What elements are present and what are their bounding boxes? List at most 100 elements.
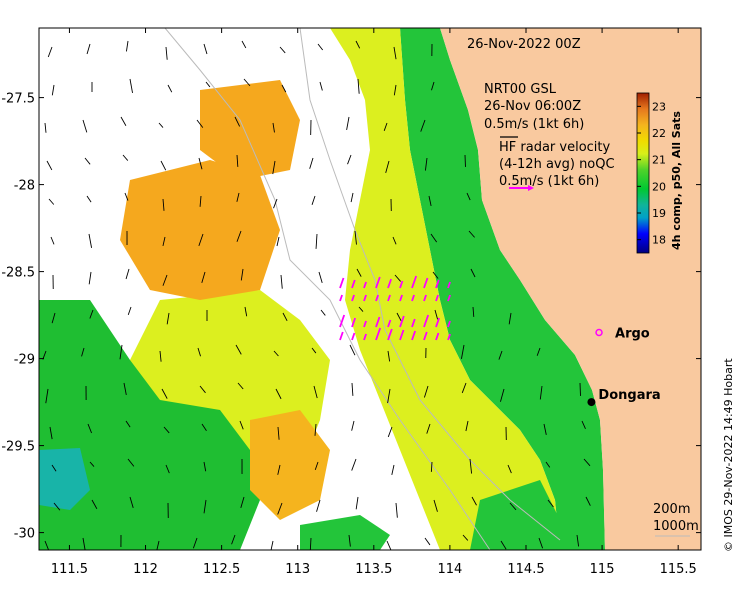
colorbar-tick-label: 22 <box>652 127 666 140</box>
current-arrow <box>547 499 554 508</box>
sst-green-bottom-right <box>470 480 560 550</box>
current-arrow <box>356 268 362 277</box>
current-arrow <box>434 309 439 320</box>
current-arrow <box>281 84 287 93</box>
chart-title: 26-Nov-2022 00Z <box>467 37 581 52</box>
current-arrow <box>273 350 279 357</box>
current-arrow <box>244 306 248 317</box>
current-arrow <box>203 461 207 472</box>
current-arrow <box>585 496 591 506</box>
current-arrow <box>201 423 207 431</box>
current-arrow <box>355 496 359 510</box>
current-arrow <box>162 198 165 211</box>
hf-radar-arrow <box>435 279 440 289</box>
hf-radar-arrow <box>387 328 393 341</box>
hf-radar-arrow <box>399 294 403 302</box>
hf-scale-arrowhead <box>528 185 534 191</box>
current-arrow <box>203 43 208 55</box>
sst-field <box>39 28 605 550</box>
current-arrow <box>393 46 397 60</box>
current-arrow <box>313 385 318 399</box>
current-arrow <box>424 537 431 546</box>
current-arrow <box>431 81 435 91</box>
current-arrow <box>42 350 47 360</box>
colorbar <box>636 92 650 254</box>
bathymetry-1000m <box>164 28 491 550</box>
current-arrow <box>201 271 206 284</box>
current-arrow <box>468 230 475 238</box>
current-arrow <box>162 274 168 286</box>
current-arrow <box>470 268 476 278</box>
current-arrow <box>347 154 352 165</box>
current-arrow <box>279 46 286 54</box>
current-arrow <box>314 423 317 436</box>
hf-radar-arrow <box>447 281 451 289</box>
hf-radar-arrow <box>363 281 367 289</box>
current-arrow <box>88 233 93 248</box>
current-arrow <box>315 233 318 249</box>
hf-radar-arrow <box>375 276 381 289</box>
current-arrow <box>538 537 544 549</box>
colorbar-tick-label: 19 <box>652 207 666 220</box>
hf-radar-arrow <box>375 327 382 341</box>
current-arrow <box>159 350 162 362</box>
current-arrow <box>86 195 92 203</box>
current-arrow <box>270 540 274 550</box>
sst-sw-green-patch <box>39 300 260 550</box>
current-arrow <box>51 84 55 96</box>
current-arrow <box>86 43 91 55</box>
current-arrow <box>88 271 92 285</box>
current-arrow <box>48 198 55 205</box>
hf-radar-arrow <box>447 333 451 341</box>
current-arrow <box>392 236 397 245</box>
current-arrow <box>237 382 244 390</box>
current-arrow <box>545 461 551 468</box>
x-tick-label: 114 <box>437 562 462 577</box>
sst-sw-cyan-patch <box>39 448 90 510</box>
current-arrow <box>355 40 361 49</box>
current-arrow <box>309 537 312 550</box>
hf-radar-arrow <box>423 314 430 328</box>
colorbar-ticks: 18 19 20 21 22 23 <box>637 100 666 247</box>
sst-yellow-band <box>330 28 560 550</box>
current-arrow <box>231 534 236 545</box>
current-arrow <box>199 195 202 207</box>
current-arrow <box>82 537 86 550</box>
current-arrow <box>316 499 321 512</box>
current-arrow <box>579 382 581 396</box>
bathymetry-200m <box>299 28 561 541</box>
y-tick-label: -28.5 <box>1 266 35 281</box>
current-arrow <box>53 502 61 511</box>
current-arrow <box>309 157 314 169</box>
hf-radar-arrow <box>411 318 416 328</box>
hf-radar-arrow <box>363 333 367 341</box>
current-arrow <box>241 40 247 49</box>
map-plot-area <box>39 28 701 550</box>
current-arrow <box>433 499 438 512</box>
current-arrow <box>89 461 95 467</box>
hf-radar-arrow <box>375 294 379 302</box>
x-tick-label: 114.5 <box>507 562 544 577</box>
land-western-australia <box>440 28 701 550</box>
hf-radar-arrow <box>447 294 451 302</box>
current-arrow <box>273 198 278 209</box>
current-arrow <box>45 388 49 404</box>
hf-radar-arrow <box>435 294 439 302</box>
current-arrow <box>167 84 173 93</box>
hf-radar-arrow <box>411 330 416 341</box>
current-arrow <box>123 382 127 396</box>
hf-radar-arrow <box>423 294 427 302</box>
argo-marker <box>595 328 603 337</box>
current-arrow <box>428 195 432 207</box>
hf-radar-arrow <box>375 316 381 328</box>
current-arrow <box>539 385 543 400</box>
current-arrow <box>318 271 323 284</box>
current-arrow <box>386 540 392 550</box>
current-arrow <box>354 230 357 245</box>
current-arrow <box>203 499 207 514</box>
colorbar-tick-label: 23 <box>652 100 666 113</box>
x-tick-label: 112.5 <box>203 562 240 577</box>
current-arrow <box>44 122 47 133</box>
hf-radar-arrow <box>351 332 356 341</box>
